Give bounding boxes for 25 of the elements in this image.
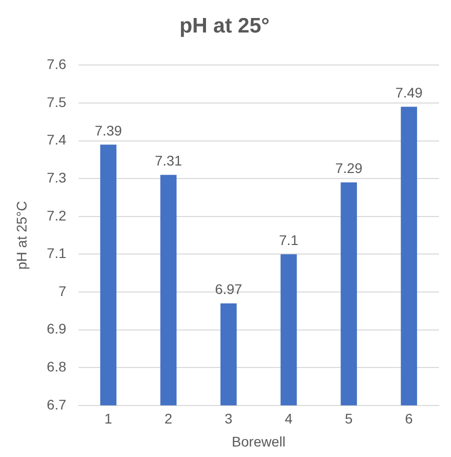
y-axis-title: pH at 25°C [13, 200, 30, 270]
data-label: 7.29 [335, 160, 363, 176]
data-label: 7.49 [395, 84, 423, 101]
x-tick-label: 5 [344, 410, 353, 427]
data-label: 6.97 [214, 281, 242, 298]
x-tick-label: 1 [104, 410, 112, 427]
y-tick-label: 7.3 [46, 169, 66, 186]
y-tick-label: 7.6 [46, 56, 66, 72]
x-tick-label: 6 [405, 410, 414, 427]
y-tick-label: 7.1 [46, 245, 66, 262]
y-tick-label: 6.9 [46, 320, 66, 337]
data-label: 7.1 [278, 232, 299, 248]
x-axis-title: Borewell [232, 433, 286, 450]
x-tick-label: 4 [284, 410, 293, 427]
data-label: 7.39 [94, 122, 122, 138]
y-tick-label: 6.8 [46, 358, 66, 374]
y-tick-label: 6.7 [46, 396, 66, 412]
data-label: 7.31 [154, 152, 182, 169]
chart-title: pH at 25° [179, 14, 270, 38]
y-tick-label: 7 [58, 282, 66, 299]
y-tick-label: 7.4 [46, 132, 66, 148]
y-tick-label: 7.5 [46, 94, 66, 110]
x-tick-label: 2 [164, 410, 173, 427]
x-tick-label: 3 [224, 410, 233, 427]
y-tick-label: 7.2 [46, 207, 66, 224]
